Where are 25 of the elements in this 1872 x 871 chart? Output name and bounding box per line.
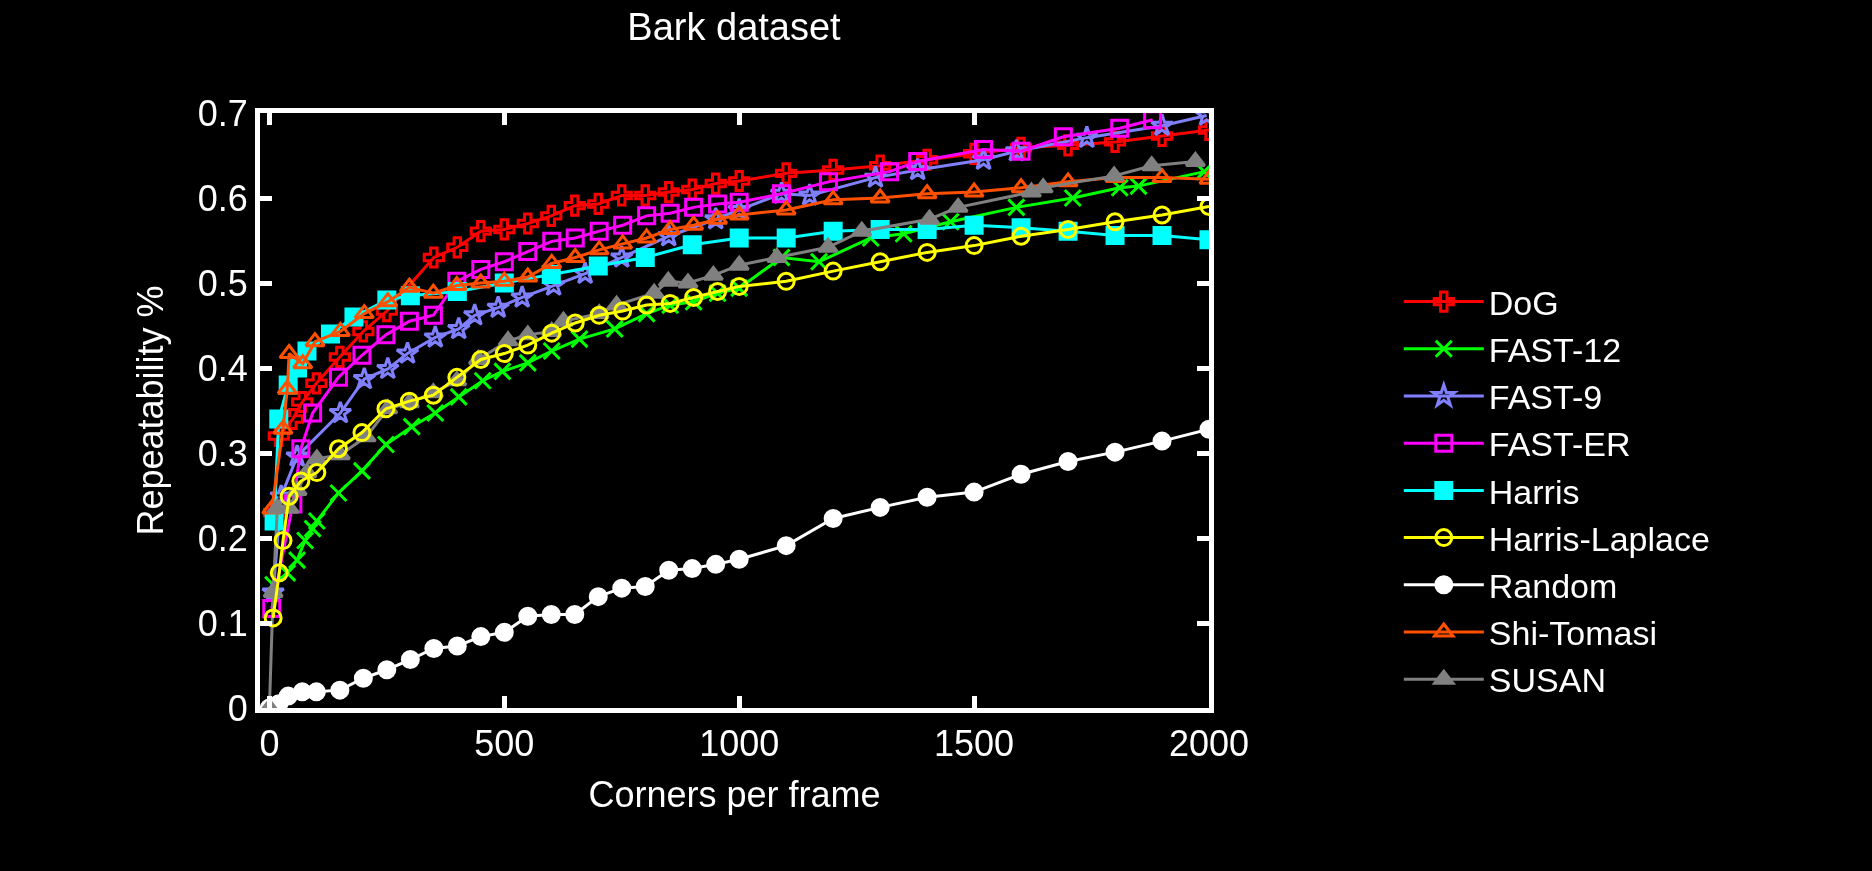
x-tick-label: 1000: [699, 723, 780, 765]
legend-label: Shi-Tomasi: [1488, 614, 1657, 653]
y-tick-label: 0.4: [197, 347, 248, 389]
x-tick-label: 2000: [1168, 723, 1250, 765]
x-axis-title: Corners per frame: [588, 773, 881, 815]
legend-label: FAST-ER: [1488, 425, 1631, 464]
legend-label: FAST-9: [1488, 378, 1603, 417]
y-tick-label: 0.5: [197, 262, 248, 304]
y-tick-label: 0.6: [197, 177, 248, 219]
legend-label: SUSAN: [1488, 661, 1606, 700]
legend-label: FAST-12: [1488, 331, 1622, 370]
legend-label: Harris: [1488, 472, 1580, 511]
y-tick-label: 0.7: [197, 92, 248, 134]
y-axis-title: Repeatability %: [129, 285, 171, 536]
legend-label: Random: [1488, 567, 1618, 606]
y-tick-label: 0.1: [197, 602, 248, 644]
y-tick-label: 0: [227, 687, 248, 729]
chart-title: Bark dataset: [627, 5, 842, 48]
x-tick-label: 1500: [934, 723, 1015, 765]
x-tick-label: 500: [474, 723, 535, 765]
x-tick-label: 0: [259, 723, 280, 765]
y-tick-label: 0.2: [197, 517, 248, 559]
legend-label: DoG: [1488, 283, 1559, 322]
legend-label: Harris-Laplace: [1488, 519, 1710, 558]
y-tick-label: 0.3: [197, 432, 248, 474]
